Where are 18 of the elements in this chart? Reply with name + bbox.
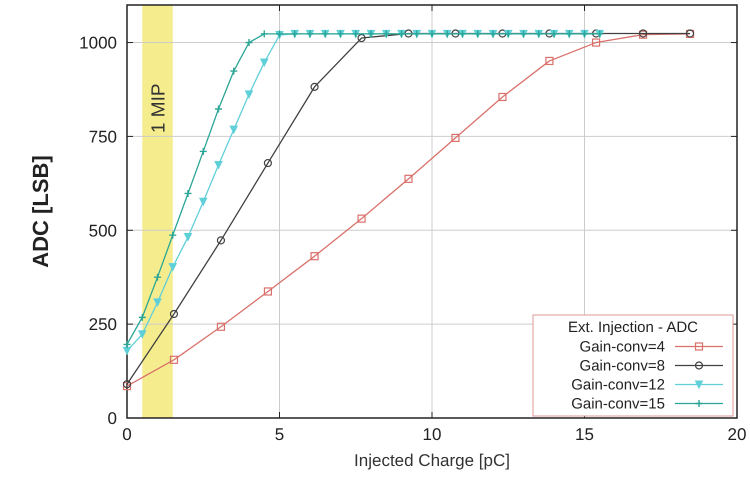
x-tick-label: 10 [422,425,442,444]
x-tick-label: 20 [728,425,746,444]
x-tick-label: 5 [274,425,284,444]
x-axis-title: Injected Charge [pC] [354,451,510,470]
legend-title: Ext. Injection - ADC [568,319,698,336]
y-tick-label: 0 [108,409,117,428]
y-tick-label: 1000 [79,34,117,53]
x-tick-label: 15 [575,425,594,444]
y-axis-title: ADC [LSB] [28,155,53,268]
y-tick-label: 750 [88,127,117,146]
y-tick-label: 250 [88,315,117,334]
legend-label: Gain-conv=12 [571,376,665,394]
legend-label: Gain-conv=8 [580,358,665,374]
legend-label: Gain-conv=4 [580,338,665,356]
legend-label: Gain-conv=15 [571,396,665,412]
x-tick-label: 0 [122,425,132,444]
y-tick-label: 500 [88,221,117,240]
band-label: 1 MIP [148,83,170,134]
